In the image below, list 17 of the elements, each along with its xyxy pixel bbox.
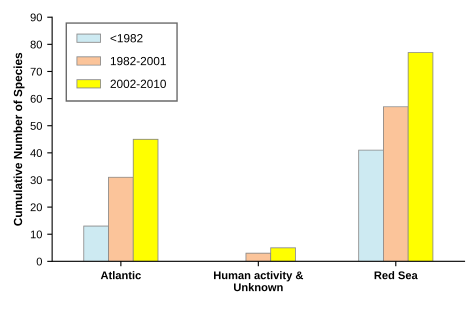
y-tick-label: 30 [30,176,42,184]
y-tick-label: 80 [30,40,42,48]
legend-label: 1982-2001 [110,56,166,66]
x-tick-label: Human activity & Unknown [214,271,304,292]
y-tick-label: 40 [30,149,42,157]
y-tick-label: 60 [30,94,42,103]
y-tick-label: 20 [30,203,42,212]
y-tick-label: 0 [36,258,42,266]
y-tick-label: 10 [30,230,42,238]
y-axis-title: Cumulative Number of Species [14,52,25,226]
y-tick-label: 90 [30,13,42,22]
y-tick-label: 70 [30,68,42,76]
y-tick-label: 50 [30,122,42,130]
x-tick-label: Red Sea [374,271,418,280]
legend-label: 2002-2010 [110,80,166,88]
x-tick-label: Atlantic [100,271,141,280]
legend-label: <1982 [110,34,143,42]
